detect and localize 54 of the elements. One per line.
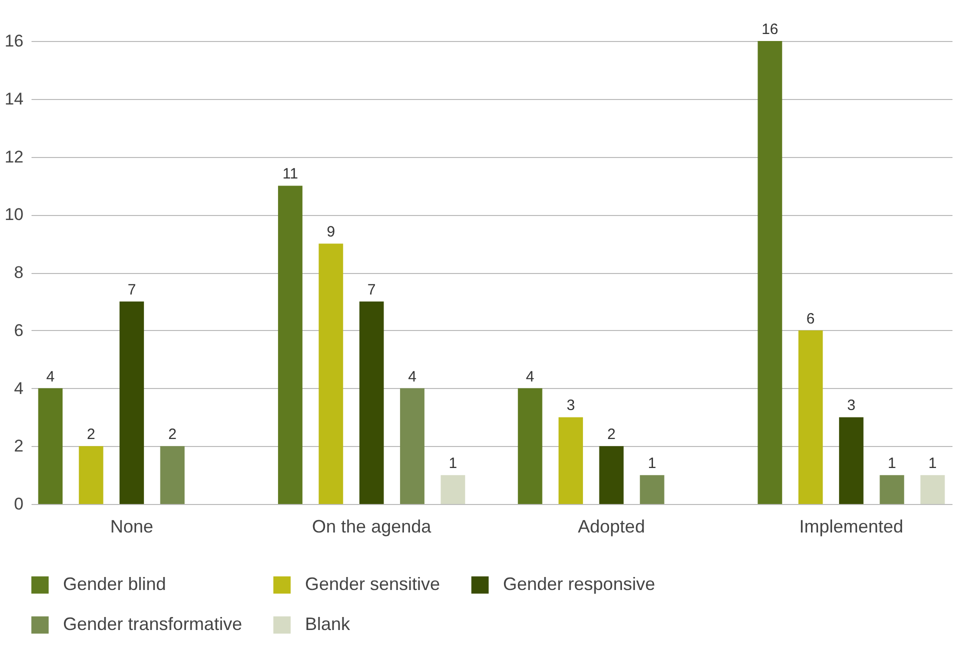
bar bbox=[518, 388, 542, 504]
data-label: 6 bbox=[806, 310, 815, 328]
bar bbox=[599, 446, 624, 504]
data-label: 2 bbox=[86, 426, 96, 444]
bar bbox=[38, 388, 63, 504]
bar bbox=[160, 446, 185, 504]
bar bbox=[558, 417, 583, 504]
data-label: 7 bbox=[367, 281, 376, 298]
data-label: 4 bbox=[408, 368, 416, 386]
bar bbox=[318, 244, 344, 504]
legend-label: Gender responsive bbox=[503, 574, 656, 594]
x-tick-label: Adopted bbox=[578, 516, 645, 536]
y-tick-label: 4 bbox=[14, 378, 24, 398]
y-tick-label: 14 bbox=[4, 89, 24, 108]
bar bbox=[440, 475, 466, 504]
data-label: 3 bbox=[847, 397, 856, 414]
legend-label: Gender blind bbox=[63, 574, 166, 594]
bar bbox=[640, 475, 664, 504]
bar bbox=[920, 475, 945, 504]
data-label: 1 bbox=[648, 455, 656, 472]
y-tick-label: 6 bbox=[14, 320, 24, 340]
data-label: 1 bbox=[928, 455, 937, 472]
bar bbox=[758, 41, 782, 504]
y-tick-label: 10 bbox=[4, 205, 24, 224]
bar bbox=[839, 417, 864, 504]
data-label: 4 bbox=[46, 368, 55, 386]
data-label: 3 bbox=[566, 397, 575, 414]
bar bbox=[278, 186, 302, 504]
y-tick-label: 0 bbox=[14, 494, 24, 514]
legend-label: Gender transformative bbox=[63, 614, 242, 634]
y-tick-label: 16 bbox=[4, 32, 24, 50]
data-label: 1 bbox=[888, 455, 896, 472]
data-label: 4 bbox=[526, 368, 534, 386]
data-label: 11 bbox=[282, 166, 298, 183]
data-label: 1 bbox=[448, 455, 458, 472]
data-label: 9 bbox=[326, 224, 336, 241]
legend-label: Gender sensitive bbox=[305, 574, 440, 594]
y-tick-label: 8 bbox=[14, 263, 24, 282]
bar bbox=[78, 446, 104, 504]
bar bbox=[880, 475, 904, 504]
bar bbox=[359, 301, 384, 504]
bar bbox=[400, 388, 424, 504]
data-label: 7 bbox=[128, 281, 136, 298]
y-tick-label: 12 bbox=[4, 147, 24, 166]
y-tick-label: 2 bbox=[14, 436, 24, 456]
data-label: 16 bbox=[762, 21, 778, 38]
data-label: 2 bbox=[168, 426, 177, 444]
bar bbox=[798, 330, 823, 504]
x-tick-label: On the agenda bbox=[312, 516, 432, 536]
data-label: 2 bbox=[607, 426, 616, 444]
x-tick-label: Implemented bbox=[799, 516, 904, 536]
bar bbox=[120, 301, 144, 504]
legend-label: Blank bbox=[305, 614, 352, 634]
x-tick-label: None bbox=[110, 516, 154, 536]
